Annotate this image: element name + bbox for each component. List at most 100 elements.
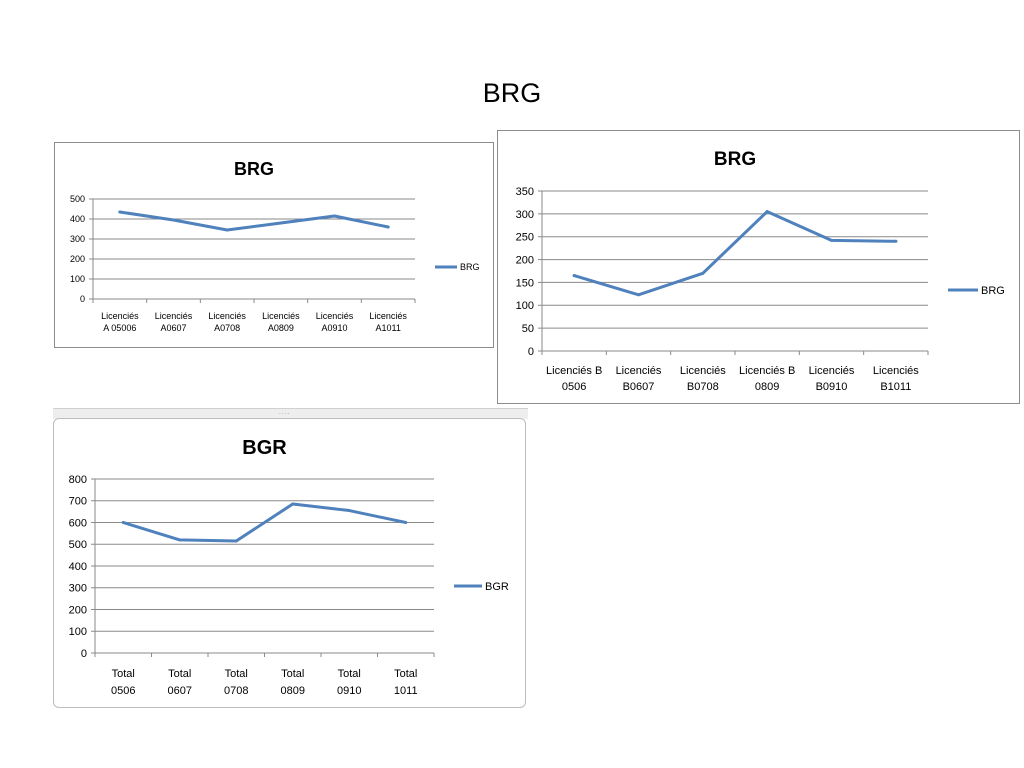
series-line xyxy=(572,210,898,297)
y-tick-label: 100 xyxy=(69,626,87,638)
y-tick-label: 200 xyxy=(69,604,87,616)
x-tick-label-line: Licenciés xyxy=(616,365,662,377)
x-tick-label-line: 0506 xyxy=(562,381,586,393)
x-tick-label: Licenciés B0607 xyxy=(616,365,662,393)
y-tick-label: 300 xyxy=(69,583,87,595)
x-tick-label: Total 0506 xyxy=(111,668,135,697)
x-tick-label-line: B1011 xyxy=(880,381,911,393)
x-tick-label: Total 0708 xyxy=(224,668,248,697)
y-tick-label: 500 xyxy=(69,539,87,551)
x-tick-label-line: A 05006 xyxy=(103,323,136,333)
y-tick-label: 0 xyxy=(528,346,534,358)
x-tick-label-line: A0708 xyxy=(214,323,240,333)
x-tick-label: Total 0910 xyxy=(337,668,361,697)
data-point xyxy=(637,293,640,297)
data-point xyxy=(234,539,238,543)
data-point xyxy=(830,238,833,242)
x-tick-label-line: B0910 xyxy=(816,381,848,393)
x-tick-label-line: Licenciés B xyxy=(739,365,795,377)
x-tick-label-line: Licenciés xyxy=(262,311,300,321)
data-point xyxy=(172,218,175,222)
chart-brg-licencies-a[interactable]: BRG 0 100 200 300 400 500 Licenciés A 05006 Licen… xyxy=(54,142,494,348)
y-tick-label: 50 xyxy=(522,323,534,335)
x-tick-label: Licenciés A0809 xyxy=(262,311,300,333)
legend-label: BRG xyxy=(981,285,1005,297)
y-tick-label: 800 xyxy=(69,474,87,486)
data-point xyxy=(572,274,576,278)
x-tick-label-line: B0607 xyxy=(623,381,655,393)
x-tick-label-line: Licenciés xyxy=(809,365,855,377)
data-point xyxy=(225,228,229,232)
x-tick-label-line: Total xyxy=(168,668,191,680)
x-tick-label: Licenciés B0910 xyxy=(809,365,855,393)
y-tick-label: 0 xyxy=(80,294,85,304)
x-tick-label-line: Total xyxy=(112,668,135,680)
y-tick-label: 0 xyxy=(81,648,87,660)
x-tick-label-line: Licenciés xyxy=(873,365,919,377)
x-tick-label-line: Licenciés xyxy=(101,311,139,321)
x-tick-label: Licenciés B 0506 xyxy=(546,365,602,393)
data-point xyxy=(118,210,122,214)
data-point xyxy=(279,221,283,225)
x-tick-label: Licenciés A0607 xyxy=(155,311,193,333)
x-tick-label: Licenciés B1011 xyxy=(873,365,919,393)
x-tick-label-line: Licenciés xyxy=(155,311,193,321)
data-point xyxy=(404,521,408,524)
y-tick-label: 200 xyxy=(516,255,534,267)
x-tick-label: Total 1011 xyxy=(394,668,418,697)
data-point xyxy=(333,214,336,218)
data-point xyxy=(386,225,390,229)
y-tick-label: 400 xyxy=(69,561,87,573)
chart-resize-strip[interactable]: ···· xyxy=(53,408,528,419)
y-tick-label: 350 xyxy=(516,186,534,198)
x-tick-label-line: Licenciés xyxy=(208,311,246,321)
y-tick-label: 200 xyxy=(70,254,85,264)
x-tick-label: Licenciés A1011 xyxy=(369,311,407,333)
y-tick-label: 300 xyxy=(516,209,534,221)
data-point xyxy=(701,271,705,275)
y-tick-label: 150 xyxy=(516,277,534,289)
x-tick-label-line: 0809 xyxy=(755,381,779,393)
x-tick-label-line: Total xyxy=(281,668,304,680)
x-tick-label-line: 0607 xyxy=(168,685,192,697)
x-tick-label-line: 0809 xyxy=(281,685,305,697)
legend-label: BRG xyxy=(460,262,480,272)
data-point xyxy=(121,521,125,524)
data-point xyxy=(347,509,351,513)
y-tick-label: 500 xyxy=(70,194,85,204)
chart-bgr-total[interactable]: BGR 0 100 200 300 400 500 600 700 800 Total 0506 Tot… xyxy=(53,418,526,708)
y-tick-label: 700 xyxy=(69,496,87,508)
data-point xyxy=(765,210,769,214)
y-tick-label: 250 xyxy=(516,232,534,244)
x-tick-label-line: 1011 xyxy=(394,685,418,697)
series-line xyxy=(121,502,408,543)
x-tick-label: Licenciés A0910 xyxy=(316,311,354,333)
x-tick-label-line: B0708 xyxy=(687,381,719,393)
chart-title: BRG xyxy=(714,149,756,170)
x-tick-label-line: Total xyxy=(338,668,361,680)
y-tick-label: 300 xyxy=(70,234,85,244)
x-tick-label: Licenciés B 0809 xyxy=(739,365,795,393)
x-tick-label-line: A0910 xyxy=(321,323,347,333)
x-tick-label-line: Licenciés xyxy=(369,311,407,321)
x-tick-label-line: Licenciés xyxy=(680,365,726,377)
y-tick-label: 400 xyxy=(70,214,85,224)
x-tick-label-line: 0506 xyxy=(111,685,135,697)
chart-title: BGR xyxy=(242,437,287,459)
x-tick-label-line: 0910 xyxy=(337,685,361,697)
x-tick-label-line: 0708 xyxy=(224,685,248,697)
x-tick-label: Licenciés B0708 xyxy=(680,365,726,393)
y-tick-label: 100 xyxy=(516,300,534,312)
x-tick-label: Total 0809 xyxy=(281,668,305,697)
x-tick-label-line: A0809 xyxy=(268,323,294,333)
chart-title: BRG xyxy=(234,159,274,179)
resize-grip-icon[interactable]: ···· xyxy=(279,411,291,418)
chart-brg-licencies-b[interactable]: BRG 0 50 100 150 200 250 300 350 Licenciés B 0506 L… xyxy=(497,130,1020,404)
x-tick-label-line: Total xyxy=(394,668,417,680)
x-tick-label: Licenciés A0708 xyxy=(208,311,246,333)
y-tick-label: 600 xyxy=(69,517,87,529)
slide-title: BRG xyxy=(482,78,542,108)
